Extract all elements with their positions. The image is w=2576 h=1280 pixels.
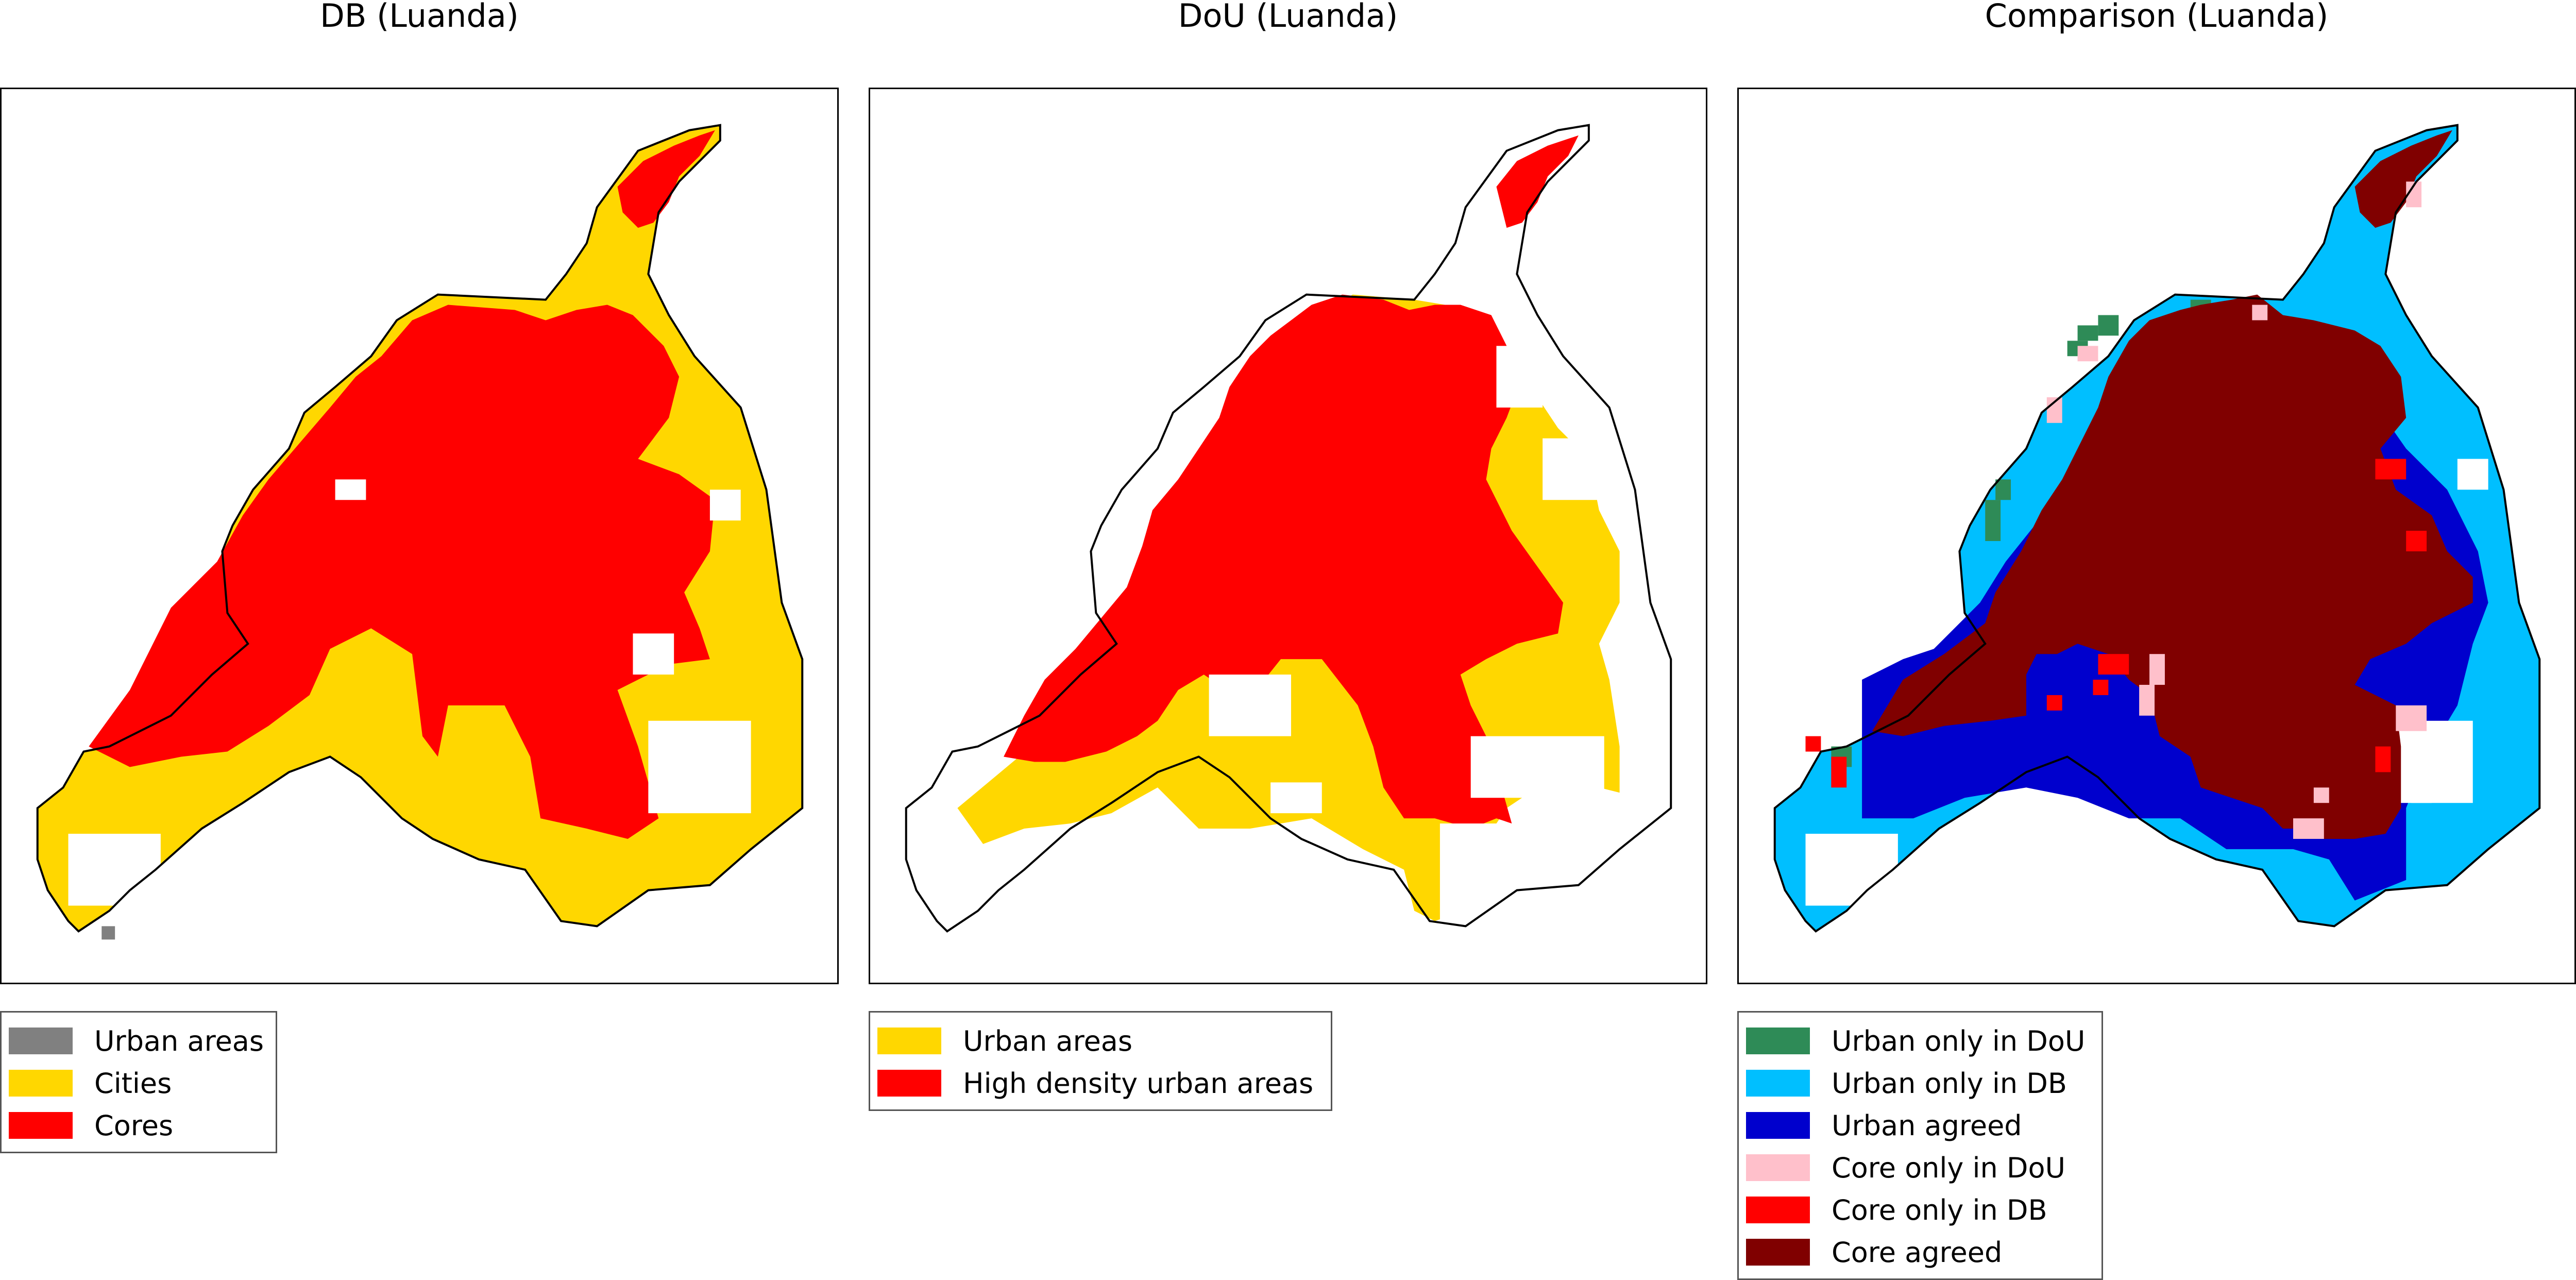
dou-white-gaps bbox=[1209, 346, 1620, 927]
legend-item: Urban only in DoU bbox=[1746, 1020, 2092, 1062]
dou-map bbox=[869, 88, 1707, 984]
legend-item: Urban agreed bbox=[1746, 1104, 2092, 1147]
legend-item: High density urban areas bbox=[877, 1062, 1321, 1104]
comparison-legend: Urban only in DoU Urban only in DB Urban… bbox=[1737, 1011, 2103, 1280]
legend-swatch bbox=[877, 1070, 941, 1097]
legend-swatch bbox=[1746, 1028, 1810, 1054]
legend-item: Core agreed bbox=[1746, 1231, 2092, 1273]
comparison-map-title: Comparison (Luanda) bbox=[1985, 0, 2329, 35]
legend-item: Core only in DB bbox=[1746, 1189, 2092, 1231]
core-only-db-cells bbox=[1805, 459, 2427, 788]
legend-swatch bbox=[9, 1070, 73, 1097]
db-white-gaps bbox=[68, 479, 751, 906]
db-map-title: DB (Luanda) bbox=[320, 0, 519, 35]
cores-area bbox=[89, 305, 715, 839]
core-agreed-north-arm bbox=[2354, 130, 2452, 228]
north-arm-high-density bbox=[1496, 135, 1579, 228]
luanda-boundary bbox=[36, 124, 804, 933]
legend-label: Urban only in DoU bbox=[1832, 1024, 2086, 1057]
legend-label: Core agreed bbox=[1832, 1236, 2003, 1269]
urban-area-cell bbox=[101, 926, 115, 940]
legend-item: Urban areas bbox=[877, 1020, 1321, 1062]
legend-label: Cores bbox=[94, 1109, 174, 1142]
luanda-boundary bbox=[905, 124, 1672, 933]
db-map bbox=[0, 88, 839, 984]
legend-label: Urban areas bbox=[94, 1024, 264, 1057]
legend-label: Core only in DoU bbox=[1832, 1151, 2066, 1184]
legend-label: Urban areas bbox=[963, 1024, 1133, 1057]
legend-label: Urban only in DB bbox=[1832, 1067, 2067, 1100]
legend-label: Core only in DB bbox=[1832, 1193, 2047, 1226]
legend-label: Cities bbox=[94, 1067, 172, 1100]
legend-swatch bbox=[877, 1028, 941, 1054]
legend-item: Urban only in DB bbox=[1746, 1062, 2092, 1104]
comparison-white-gaps bbox=[1805, 459, 2488, 906]
legend-swatch bbox=[1746, 1154, 1810, 1181]
luanda-boundary bbox=[1773, 124, 2541, 933]
db-legend: Urban areas Cities Cores bbox=[0, 1011, 277, 1153]
legend-label: High density urban areas bbox=[963, 1067, 1314, 1100]
high-density-area bbox=[1004, 294, 1564, 829]
legend-swatch bbox=[1746, 1239, 1810, 1266]
comparison-map bbox=[1737, 88, 2576, 984]
dou-legend: Urban areas High density urban areas bbox=[869, 1011, 1332, 1111]
legend-swatch bbox=[9, 1112, 73, 1139]
legend-swatch bbox=[1746, 1112, 1810, 1139]
legend-item: Urban areas bbox=[9, 1020, 266, 1062]
legend-swatch bbox=[9, 1028, 73, 1054]
legend-swatch bbox=[1746, 1070, 1810, 1097]
legend-item: Cities bbox=[9, 1062, 266, 1104]
dou-map-title: DoU (Luanda) bbox=[1178, 0, 1398, 35]
cores-north-arm bbox=[617, 130, 715, 228]
core-agreed-area bbox=[1872, 294, 2473, 839]
legend-item: Cores bbox=[9, 1104, 266, 1147]
legend-swatch bbox=[1746, 1197, 1810, 1223]
core-only-dou-cells bbox=[2046, 181, 2427, 839]
legend-label: Urban agreed bbox=[1832, 1109, 2022, 1142]
legend-item: Core only in DoU bbox=[1746, 1147, 2092, 1189]
